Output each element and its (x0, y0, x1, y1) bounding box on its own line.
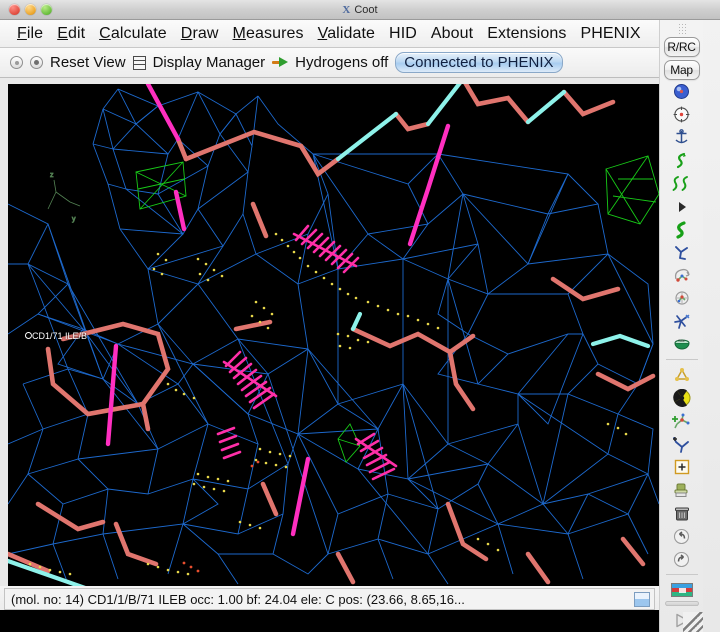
rrc-button[interactable]: R/RC (663, 36, 700, 57)
menu-edit[interactable]: Edit (57, 24, 86, 42)
hydrogens-off-button[interactable]: Hydrogens off (295, 54, 389, 71)
sidebar-scroll-strip[interactable] (665, 601, 699, 606)
regularize-zone-icon[interactable] (667, 311, 697, 333)
window-title-area: X Coot (0, 0, 720, 20)
selected-atom-marker (25, 332, 32, 339)
molecular-graphics-canvas[interactable]: z y (8, 84, 659, 586)
map-button[interactable]: Map (663, 59, 700, 80)
hashed-pink-ribbon (216, 224, 398, 481)
status-bar-filler (0, 610, 659, 632)
difference-map-mesh (135, 155, 659, 463)
title-bar: X Coot (0, 0, 720, 20)
highlighted-residue-bonds (105, 84, 451, 537)
ncs-flag-icon[interactable] (667, 579, 697, 601)
status-text: (mol. no: 14) CD1/1/B/71 ILEB occ: 1.00 … (11, 591, 465, 607)
menu-about[interactable]: About (430, 24, 474, 42)
run-script-icon[interactable] (667, 610, 697, 632)
play-arrow-icon[interactable] (667, 196, 697, 218)
map-sphere-icon[interactable]: Site (667, 333, 697, 355)
cyan-bonds (8, 84, 651, 586)
trash-delete-icon[interactable] (667, 502, 697, 524)
menu-bar: File Edit Calculate Draw Measures Valida… (0, 20, 659, 48)
stamp-icon[interactable] (667, 479, 697, 501)
window-resize-grip[interactable] (683, 612, 703, 632)
viewport-frame: z y (0, 78, 659, 586)
anchor-symmetry-icon[interactable] (667, 127, 697, 149)
stereo-mono-toggle-icon[interactable] (10, 56, 23, 69)
minimize-window-button[interactable] (25, 4, 36, 15)
menu-measures[interactable]: Measures (232, 24, 304, 42)
menu-file[interactable]: File (17, 24, 44, 42)
axis-glyph: z y (47, 172, 81, 223)
stereo-cross-toggle-icon[interactable] (30, 56, 43, 69)
undo-icon[interactable] (667, 525, 697, 547)
real-space-refine-icon[interactable] (667, 288, 697, 310)
delete-atom-icon[interactable] (667, 433, 697, 455)
ribbon-single-icon[interactable] (667, 150, 697, 172)
crosshair-target-icon[interactable] (667, 104, 697, 126)
window-controls (0, 4, 52, 15)
menu-hid[interactable]: HID (389, 24, 417, 42)
side-chain-icon[interactable] (667, 242, 697, 264)
ribbon-double-icon[interactable] (667, 173, 697, 195)
radiation-hazard-icon[interactable] (667, 387, 697, 409)
toolbar-drag-handle[interactable] (677, 23, 686, 34)
density-and-model-render: z y (8, 84, 659, 586)
sphere-icon[interactable] (667, 81, 697, 103)
display-manager-icon[interactable] (132, 55, 146, 70)
mutate-residue-icon[interactable] (667, 364, 697, 386)
redo-icon[interactable] (667, 548, 697, 570)
menu-phenix[interactable]: PHENIX (580, 24, 641, 42)
reset-view-button[interactable]: Reset View (50, 54, 126, 71)
svg-text:z: z (50, 172, 54, 179)
protein-bonds-carbon (8, 84, 656, 585)
status-bar-inner: (mol. no: 14) CD1/1/B/71 ILEB occ: 1.00 … (4, 588, 655, 610)
toolbar-divider-2 (665, 574, 698, 576)
contact-dots (28, 232, 628, 576)
right-toolbar: R/RC Map (659, 20, 703, 632)
svg-text:Site: Site (678, 338, 686, 343)
rotate-residue-icon[interactable] (667, 219, 697, 241)
status-bar: (mol. no: 14) CD1/1/B/71 ILEB occ: 1.00 … (0, 586, 659, 632)
phenix-connection-status[interactable]: Connected to PHENIX (395, 52, 563, 73)
add-terminal-residue-icon[interactable] (667, 456, 697, 478)
add-atom-icon[interactable] (667, 410, 697, 432)
menu-calculate[interactable]: Calculate (99, 24, 167, 42)
svg-text:y: y (72, 216, 76, 223)
close-window-button[interactable] (9, 4, 20, 15)
menu-extensions[interactable]: Extensions (487, 24, 567, 42)
x11-app-icon: X (342, 4, 351, 16)
toolbar-divider-1 (665, 359, 698, 361)
menu-draw[interactable]: Draw (180, 24, 219, 42)
rotamer-search-icon[interactable] (667, 265, 697, 287)
status-indicator-chip[interactable] (634, 591, 650, 607)
zoom-window-button[interactable] (41, 4, 52, 15)
tool-bar: Reset View Display Manager Hydrogens off… (0, 48, 659, 78)
menu-validate[interactable]: Validate (317, 24, 376, 42)
clash-dots (182, 460, 260, 573)
display-manager-button[interactable]: Display Manager (152, 54, 266, 71)
hydrogens-toggle-icon[interactable] (272, 57, 289, 68)
window-title: Coot (354, 4, 378, 16)
